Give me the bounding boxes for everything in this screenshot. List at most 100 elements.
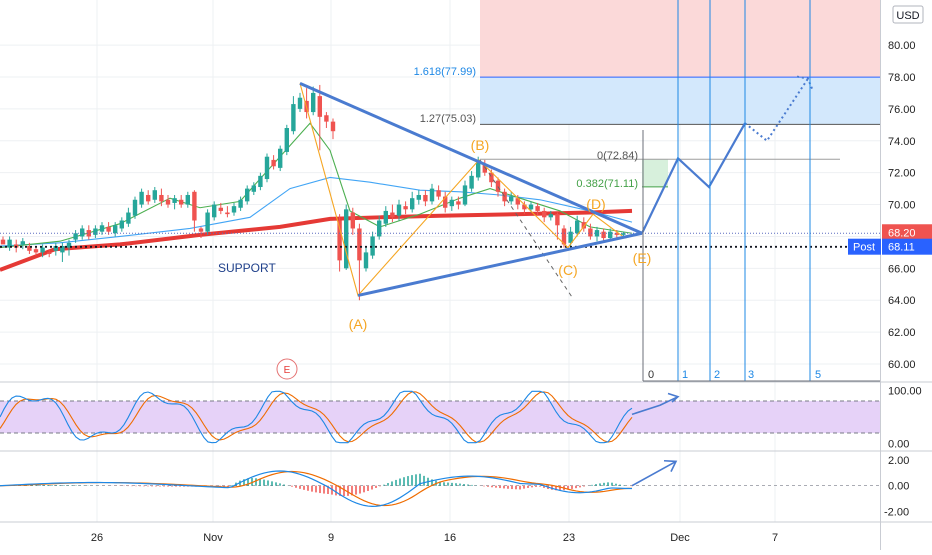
macd-panel: [0, 461, 880, 507]
candle-body: [232, 206, 236, 212]
macd-histogram-bar: [299, 486, 301, 489]
macd-histogram-bar: [55, 485, 57, 486]
macd-histogram-bar: [267, 480, 269, 485]
candle-body: [120, 221, 124, 229]
candle-body: [291, 104, 295, 131]
macd-histogram-bar: [535, 486, 537, 487]
time-tick-label: 26: [91, 532, 103, 544]
macd-histogram-bar: [63, 485, 65, 486]
macd-histogram-bar: [319, 486, 321, 493]
macd-histogram-bar: [39, 485, 41, 486]
candle-body: [106, 227, 110, 232]
candle-body: [502, 192, 506, 202]
macd-histogram-bar: [399, 479, 401, 486]
macd-histogram-bar: [311, 486, 313, 492]
macd-histogram-bar: [471, 485, 473, 486]
macd-tick-label: -2.00: [884, 506, 909, 518]
macd-histogram-bar: [379, 486, 381, 487]
macd-histogram-bar: [611, 483, 613, 486]
macd-tick-label: 2.00: [888, 455, 909, 467]
earnings-marker[interactable]: E: [277, 359, 297, 379]
wave-b-label: (B): [471, 137, 490, 153]
macd-histogram-bar: [511, 486, 513, 489]
macd-histogram-bar: [295, 486, 297, 488]
macd-histogram-bar: [615, 484, 617, 486]
price-tick-label: 74.00: [888, 136, 916, 148]
macd-histogram-bar: [447, 483, 449, 486]
moving-averages: [0, 123, 632, 270]
macd-histogram-bar: [315, 486, 317, 493]
macd-histogram-bar: [483, 486, 485, 487]
time-tick-label: Dec: [670, 532, 690, 544]
macd-histogram-bar: [455, 483, 457, 486]
macd-histogram-bar: [359, 486, 361, 494]
candle-body: [476, 161, 480, 177]
macd-histogram-bar: [395, 480, 397, 486]
candle-body: [34, 249, 38, 252]
candle-body: [113, 225, 117, 233]
macd-histogram-bar: [571, 486, 573, 489]
macd-histogram-bar: [459, 484, 461, 486]
macd-histogram-bar: [463, 484, 465, 486]
candle-body: [423, 195, 427, 201]
candle-body: [601, 232, 605, 238]
candle-body: [377, 221, 381, 237]
candle-body: [608, 232, 612, 238]
macd-histogram-bar: [159, 486, 161, 487]
candle-body: [397, 205, 401, 216]
currency-label: USD: [896, 10, 919, 22]
macd-histogram-bar: [375, 486, 377, 488]
candle-body: [463, 185, 467, 204]
macd-histogram-bar: [151, 486, 153, 487]
macd-histogram-bar: [507, 486, 509, 489]
macd-histogram-bar: [271, 481, 273, 485]
candle-body: [278, 149, 282, 168]
macd-histogram-bar: [51, 485, 53, 486]
candle-body: [456, 201, 460, 204]
macd-histogram-bar: [279, 483, 281, 485]
target-zone-blue: [480, 77, 880, 124]
macd-histogram-bar: [487, 486, 489, 487]
time-tick-label: 9: [328, 532, 334, 544]
last-price-badge: 68.20: [882, 224, 932, 240]
candle-body: [238, 200, 242, 208]
macd-histogram-bar: [307, 486, 309, 491]
wave-c-label: (C): [558, 262, 577, 278]
price-axis[interactable]: 80.0078.0076.0074.0072.0070.0068.0066.00…: [884, 40, 922, 518]
wave-a-label: (A): [349, 316, 368, 332]
candle-body: [126, 213, 130, 224]
macd-histogram-bar: [619, 485, 621, 486]
candle-body: [555, 214, 559, 225]
macd-histogram-bar: [539, 486, 541, 487]
candle-body: [535, 206, 539, 211]
macd-histogram-bar: [515, 486, 517, 490]
candle-body: [549, 214, 553, 217]
fib-127-label: 1.27(75.03): [420, 113, 476, 125]
time-tick-label: Nov: [203, 532, 223, 544]
macd-histogram-bar: [607, 482, 609, 485]
price-tick-label: 70.00: [888, 200, 916, 212]
macd-histogram-bar: [423, 476, 425, 486]
candle-body: [166, 200, 170, 205]
post-price-value: 68.11: [888, 242, 915, 254]
count-label-2: 2: [714, 369, 720, 381]
time-tick-label: 16: [444, 532, 456, 544]
candle-body: [245, 189, 249, 202]
currency-badge[interactable]: USD: [893, 6, 923, 23]
candle-body: [146, 195, 150, 201]
macd-histogram-bar: [163, 486, 165, 487]
candle-body: [575, 221, 579, 234]
candle-body: [436, 190, 440, 196]
count-label-group: 0 1 2 3 5: [648, 369, 821, 381]
macd-histogram-bar: [415, 474, 417, 485]
candle-body: [364, 252, 368, 268]
macd-histogram-bar: [451, 483, 453, 486]
price-tick-label: 78.00: [888, 72, 916, 84]
candle-body: [73, 233, 77, 239]
macd-histogram-bar: [583, 486, 585, 487]
macd-histogram-bar: [303, 486, 305, 490]
macd-histogram-bar: [255, 478, 257, 485]
